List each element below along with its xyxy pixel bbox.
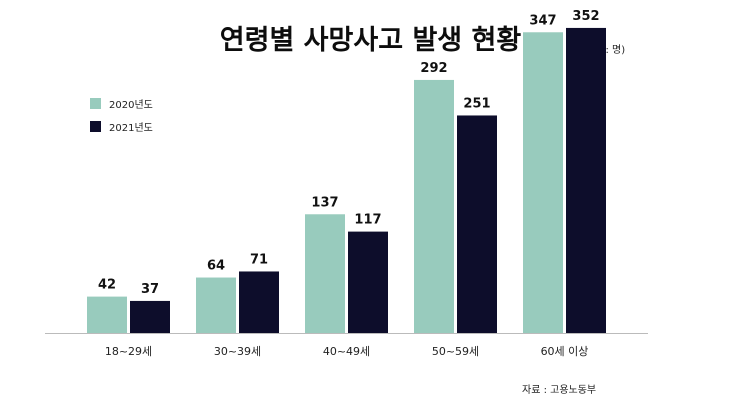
data-label-2020-2: 137	[311, 195, 338, 210]
legend-label-2020: 2020년도	[109, 99, 153, 111]
bar-2020-1	[196, 277, 236, 333]
bar-2020-2	[305, 214, 345, 333]
bar-2021-2	[348, 231, 388, 333]
data-label-2021-2: 117	[354, 213, 381, 228]
bar-2021-1	[239, 271, 279, 333]
bar-2020-3	[414, 79, 454, 333]
chart-title: 연령별 사망사고 발생 현황	[219, 25, 522, 56]
data-label-2020-3: 292	[420, 61, 447, 76]
legend-item-2020: 2020년도	[90, 96, 153, 111]
legend: 2020년도 2021년도	[90, 96, 153, 142]
bar-2021-0	[130, 300, 170, 333]
data-label-2021-4: 352	[572, 9, 599, 24]
legend-item-2021: 2021년도	[90, 119, 153, 134]
x-tick-label-4: 60세 이상	[541, 345, 589, 358]
data-label-2021-0: 37	[141, 282, 159, 297]
bar-2021-3	[457, 115, 497, 333]
data-label-2020-0: 42	[98, 278, 116, 293]
legend-swatch-2021	[90, 120, 101, 132]
bar-2020-4	[523, 32, 563, 334]
x-tick-label-2: 40~49세	[323, 345, 370, 358]
data-label-2020-1: 64	[207, 259, 225, 274]
legend-swatch-2020	[90, 97, 101, 109]
bar-2020-0	[87, 296, 127, 333]
x-tick-label-0: 18~29세	[105, 345, 152, 358]
data-label-2020-4: 347	[529, 13, 556, 28]
bar-2021-4	[566, 27, 606, 334]
data-label-2021-3: 251	[463, 96, 490, 111]
data-label-2021-1: 71	[250, 252, 268, 267]
source-note: 자료 : 고용노동부	[522, 385, 597, 396]
x-tick-label-1: 30~39세	[214, 345, 261, 358]
x-tick-label-3: 50~59세	[432, 345, 479, 358]
legend-label-2021: 2021년도	[109, 122, 153, 134]
